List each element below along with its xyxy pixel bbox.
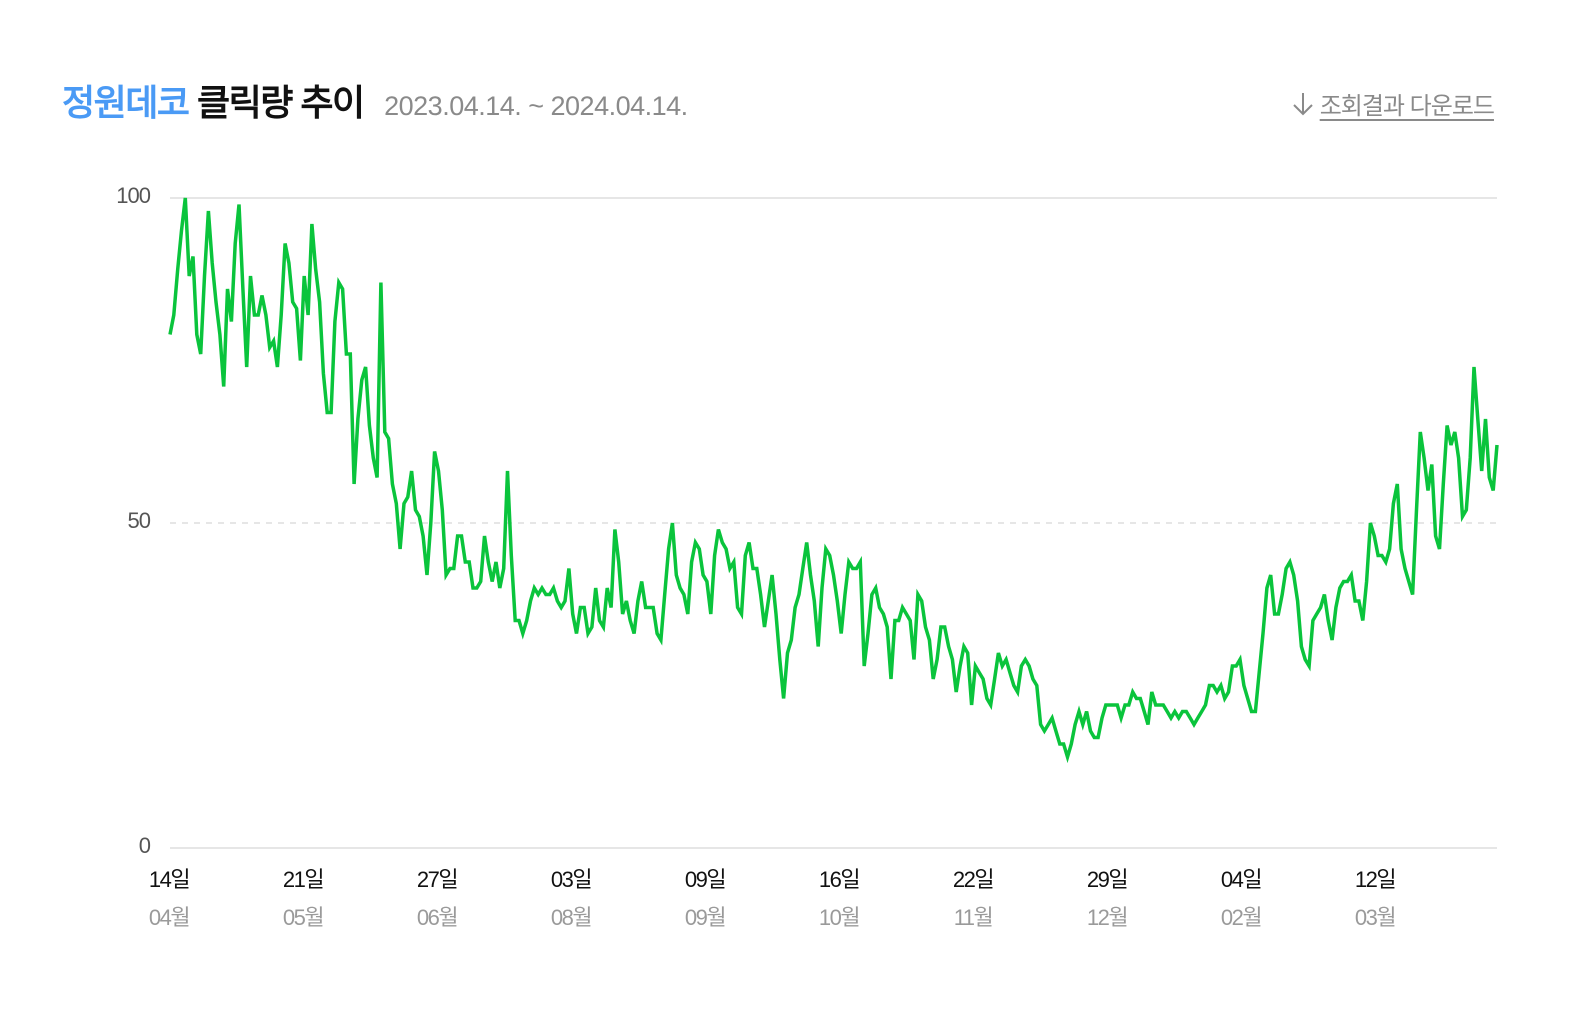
click-volume-line (168, 197, 1499, 764)
x-tick-day: 03일 (550, 867, 593, 892)
title-text: 클릭량 추이 (197, 82, 365, 123)
x-tick-month: 11월 (953, 905, 994, 930)
x-tick-day: 16일 (818, 867, 861, 892)
x-tick-day: 29일 (1086, 867, 1129, 892)
x-tick: 29일 12월 (1067, 862, 1147, 932)
x-tick-day: 09일 (684, 867, 727, 892)
x-tick-day: 14일 (148, 867, 191, 892)
x-tick-day: 21일 (282, 867, 325, 892)
x-tick: 27일 06월 (397, 862, 477, 932)
x-tick: 22일 11월 (933, 862, 1013, 932)
x-tick-day: 27일 (416, 867, 459, 892)
y-tick-50: 50 (127, 508, 151, 533)
x-tick-day: 22일 (952, 867, 995, 892)
date-range: 2023.04.14. ~ 2024.04.14. (384, 91, 688, 121)
y-tick-100: 100 (116, 183, 151, 208)
x-tick-month: 12월 (1086, 905, 1129, 930)
x-tick: 16일 10월 (799, 862, 879, 932)
x-tick-month: 02월 (1220, 905, 1263, 930)
x-tick: 21일 05월 (263, 862, 343, 932)
x-tick: 09일 09월 (665, 862, 745, 932)
x-tick-month: 09월 (684, 905, 727, 930)
x-tick-day: 12일 (1354, 867, 1397, 892)
x-tick-month: 06월 (416, 905, 459, 930)
x-tick: 04일 02월 (1201, 862, 1281, 932)
x-tick-month: 03월 (1354, 905, 1397, 930)
x-tick-month: 04월 (148, 905, 191, 930)
chart-header: 정원데코 클릭량 추이 2023.04.14. ~ 2024.04.14. 조회… (62, 74, 1495, 126)
x-tick-month: 05월 (282, 905, 325, 930)
x-tick-day: 04일 (1220, 867, 1263, 892)
x-tick: 14일 04월 (129, 862, 209, 932)
y-tick-0: 0 (138, 833, 151, 858)
x-tick: 03일 08월 (531, 862, 611, 932)
x-tick: 12일 03월 (1335, 862, 1415, 932)
x-tick-month: 10월 (818, 905, 861, 930)
download-results-link[interactable]: 조회결과 다운로드 (1292, 86, 1495, 121)
x-tick-month: 08월 (550, 905, 593, 930)
download-label: 조회결과 다운로드 (1319, 93, 1495, 120)
arrow-down-icon (1292, 91, 1314, 117)
chart-title: 정원데코 클릭량 추이 2023.04.14. ~ 2024.04.14. (62, 74, 688, 126)
brand-keyword: 정원데코 (62, 82, 190, 123)
